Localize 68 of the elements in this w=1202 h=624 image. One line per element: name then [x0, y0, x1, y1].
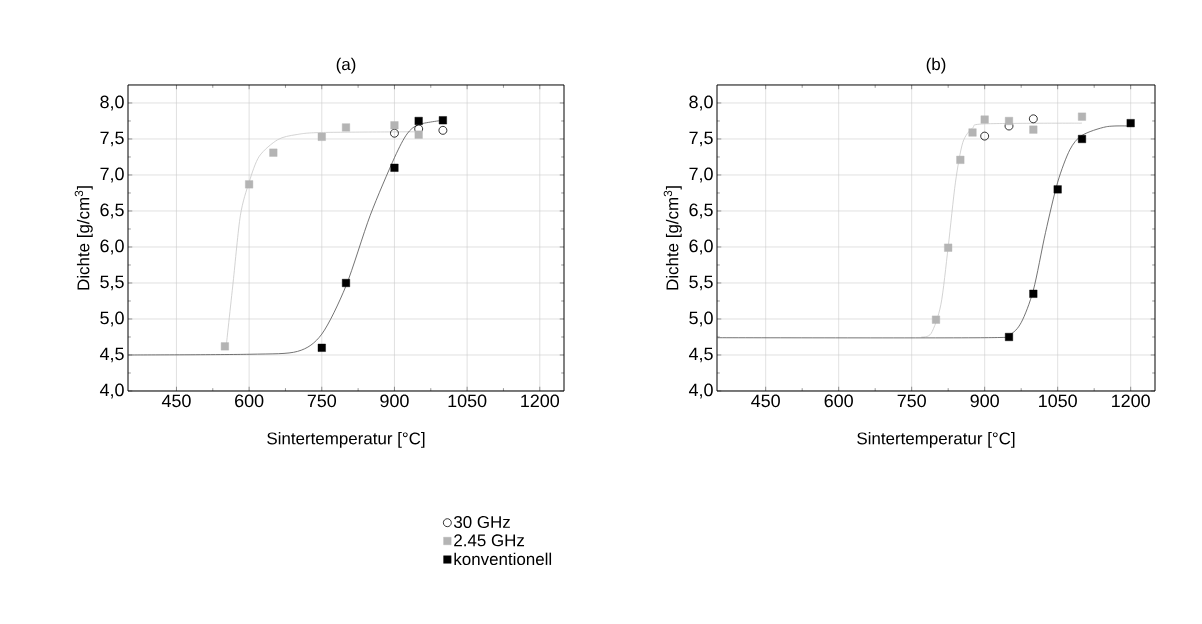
y-tick-label: 5,0 — [689, 311, 713, 327]
point — [1078, 112, 1086, 121]
point — [390, 128, 399, 138]
point — [342, 279, 350, 287]
y-tick-label: 8,0 — [689, 95, 713, 111]
y-tick-label: 6,5 — [689, 203, 713, 219]
point — [1005, 333, 1013, 341]
y-tick-label: 4,5 — [99, 347, 124, 363]
point — [220, 342, 229, 351]
x-axis-title: Sintertemperatur [°C] — [857, 431, 1015, 448]
y-tick-label: 5,5 — [689, 275, 713, 291]
y-tick-label: 6,0 — [689, 239, 713, 255]
y-tick-label: 5,0 — [100, 311, 124, 327]
legend-label: 30 GHz — [453, 516, 510, 529]
y-tick-label: 8,0 — [100, 95, 124, 111]
point — [1029, 289, 1038, 298]
y-tick-label: 7,5 — [689, 131, 713, 147]
point — [980, 115, 989, 124]
legend-label: 2.45 GHz — [454, 534, 525, 547]
point — [968, 128, 977, 137]
y-axis-title: Dichte [g/cm$^{3}$] — [74, 186, 93, 290]
point — [317, 132, 326, 141]
point — [438, 125, 448, 135]
point — [390, 121, 399, 130]
point — [980, 131, 990, 141]
x-tick-label: 750 — [307, 394, 337, 408]
x-tick-label: 1050 — [1039, 394, 1077, 408]
point — [317, 343, 326, 352]
point — [438, 116, 447, 125]
y-tick-label: 4,0 — [99, 383, 124, 399]
point — [269, 148, 278, 157]
y-tick-label: 6,0 — [100, 239, 124, 255]
y-tick-label: 7,0 — [689, 167, 713, 183]
x-tick-label: 1200 — [1112, 394, 1150, 408]
x-tick-label: 450 — [751, 394, 780, 408]
x-tick-label: 600 — [235, 394, 264, 408]
point — [1005, 117, 1013, 125]
y-axis-title: Dichte [g/cm$^{3}$] — [663, 186, 682, 290]
x-tick-label: 1200 — [521, 394, 560, 408]
point — [956, 155, 965, 164]
y-tick-label: 4,5 — [688, 347, 713, 363]
x-tick-label: 750 — [897, 394, 926, 408]
legend-label: konventionell — [454, 552, 552, 566]
chart-title: (a) — [336, 57, 356, 74]
point — [1078, 135, 1086, 143]
point — [390, 163, 399, 172]
x-axis-title: Sintertemperatur [°C] — [267, 431, 425, 448]
y-tick-label: 6,5 — [100, 203, 124, 219]
point — [944, 243, 953, 252]
point — [1029, 125, 1038, 134]
point — [342, 123, 350, 132]
point — [1053, 185, 1062, 194]
point — [414, 130, 423, 139]
x-tick-label: 600 — [824, 394, 853, 408]
point — [414, 117, 423, 125]
chart-title: (b) — [926, 57, 946, 74]
y-tick-label: 7,5 — [100, 131, 124, 147]
x-tick-label: 900 — [380, 394, 409, 408]
point — [932, 315, 940, 324]
point — [1126, 119, 1135, 128]
x-tick-label: 1050 — [448, 394, 487, 408]
point — [1028, 114, 1038, 124]
y-tick-label: 5,5 — [100, 275, 124, 291]
x-tick-label: 900 — [970, 394, 999, 408]
x-tick-label: 450 — [161, 394, 191, 408]
y-tick-label: 7,0 — [100, 167, 124, 183]
y-tick-label: 4,0 — [688, 383, 713, 399]
point — [245, 180, 254, 189]
